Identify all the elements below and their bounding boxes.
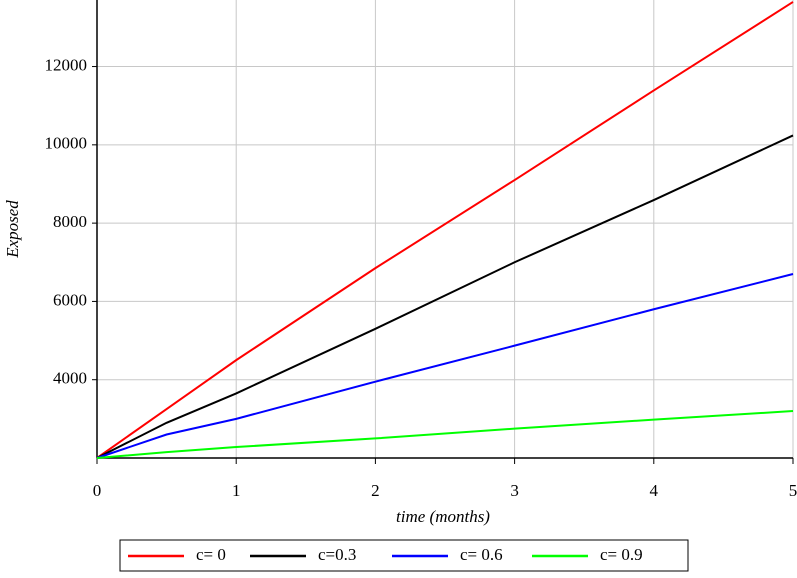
y-axis-label: Exposed <box>3 200 22 259</box>
series-line <box>96 273 794 459</box>
x-axis-label: time (months) <box>396 507 490 526</box>
x-tick-label: 1 <box>232 481 241 500</box>
y-tick-label: 6000 <box>53 290 87 309</box>
x-tick-label: 3 <box>510 481 519 500</box>
y-tick-label: 12000 <box>45 55 88 74</box>
legend-label: c= 0.6 <box>460 545 503 564</box>
legend-label: c=0.3 <box>318 545 356 564</box>
series-line <box>96 1 794 459</box>
y-tick-label: 8000 <box>53 212 87 231</box>
y-tick-label: 10000 <box>45 134 88 153</box>
x-tick-label: 0 <box>93 481 102 500</box>
x-tick-label: 5 <box>789 481 797 500</box>
legend-box <box>119 539 689 572</box>
x-tick-label: 4 <box>650 481 659 500</box>
y-tick-label: 4000 <box>53 369 87 388</box>
legend-label: c= 0 <box>196 545 226 564</box>
series-line <box>96 134 794 459</box>
legend-label: c= 0.9 <box>600 545 643 564</box>
series-line <box>96 410 794 459</box>
x-tick-label: 2 <box>371 481 380 500</box>
